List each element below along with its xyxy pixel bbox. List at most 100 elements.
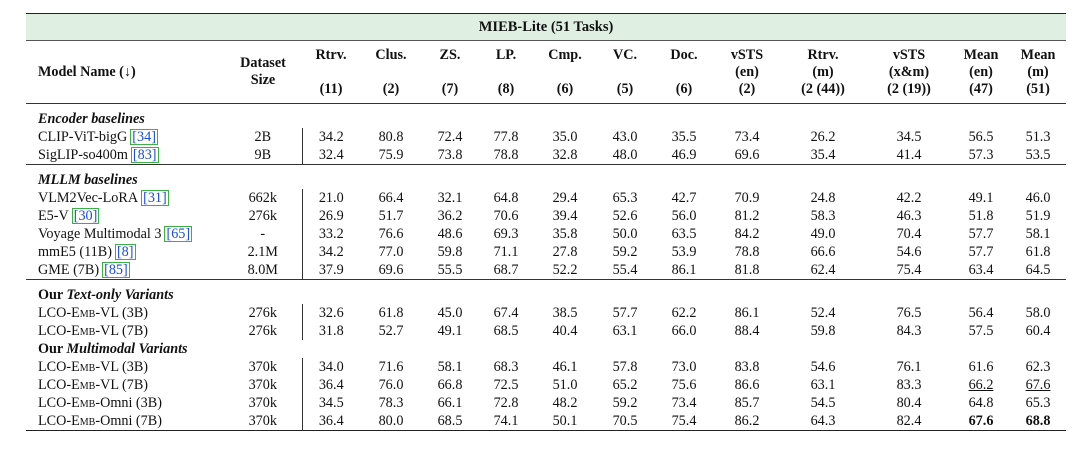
citation-link[interactable]: [85] [102,262,130,278]
score-cell: 68.8 [1025,413,1051,429]
column-header-line: Clus. [375,46,407,63]
score-cell: 81.2 [734,208,760,224]
model-name: LCO-Emb-VL (7B) [38,377,149,393]
score-cell: 66.2 [968,377,994,393]
score-cell: 26.9 [318,208,344,224]
column-header-line: (51) [1026,80,1050,97]
section-title-row: MLLM baselines [26,165,1066,189]
model-name: SigLIP-so400m [83] [38,147,159,163]
column-header-line: Mean [963,46,999,63]
citation-link[interactable]: [8] [114,244,136,260]
dataset-size: 8.0M [224,261,303,280]
score-cell: 66.6 [810,244,836,260]
dataset-size: 370k [224,376,303,394]
citation-link[interactable]: [31] [141,190,169,206]
score-cell: 35.4 [810,147,836,163]
dataset-size: 2B [224,128,303,146]
score-cell: 66.0 [671,323,697,339]
score-cell: 55.4 [612,262,638,278]
score-cell: 52.7 [378,323,404,339]
column-header-line [504,64,508,80]
score-cell: 84.2 [734,226,760,242]
score-cell: 71.1 [493,244,519,260]
column-header-line: vSTS [892,46,926,63]
score-cell: 40.4 [552,323,578,339]
citation-link[interactable]: [65] [164,226,193,242]
score-cell: 32.8 [552,147,578,163]
column-header: Doc. (6) [654,41,714,104]
column-header-line: (2 (44)) [801,80,845,97]
score-cell: 56.4 [968,305,994,321]
score-cell: 73.8 [437,147,463,163]
score-cell: 86.1 [734,305,760,321]
results-table: MIEB-Lite (51 Tasks) Model Name (↓) Datas… [26,13,1067,431]
score-cell: 53.9 [671,244,697,260]
score-cell: 88.4 [734,323,760,339]
score-cell: 84.3 [896,323,922,339]
citation-link[interactable]: [83] [130,147,159,163]
column-header-line: (m) [812,63,834,80]
score-cell: 57.5 [968,323,994,339]
score-cell: 59.2 [612,395,638,411]
score-cell: 54.6 [896,244,922,260]
score-cell: 51.0 [552,377,578,393]
column-header-line [329,64,333,80]
score-cell: 42.7 [671,190,697,206]
score-cell: 67.4 [493,305,519,321]
table-row: LCO-Emb-Omni (7B) 370k 36.4 80.0 68.5 74.1 50.… [26,412,1066,431]
score-cell: 43.0 [612,129,638,145]
score-cell: 59.2 [612,244,638,260]
score-cell: 59.8 [437,244,463,260]
score-cell: 21.0 [318,190,344,206]
score-cell: 70.9 [734,190,760,206]
citation-link[interactable]: [34] [130,129,158,145]
score-cell: 39.4 [552,208,578,224]
score-cell: 78.8 [493,147,519,163]
score-cell: 85.7 [734,395,760,411]
score-cell: 61.8 [378,305,404,321]
model-name: LCO-Emb-Omni (3B) [38,395,162,411]
table-row: VLM2Vec-LoRA [31] 662k 21.0 66.4 32.1 64.8 29.4… [26,189,1066,207]
score-cell: 61.8 [1025,244,1051,260]
table-row: Voyage Multimodal 3 [65] -33.2 76.6 48.6 69.3… [26,225,1066,243]
section-title: Our Multimodal Variants [38,340,188,357]
score-cell: 54.6 [810,359,836,375]
model-name: LCO-Emb-Omni (7B) [38,413,162,429]
results-table-container: MIEB-Lite (51 Tasks) Model Name (↓) Datas… [26,13,1067,431]
score-cell: 62.2 [671,305,697,321]
score-cell: 41.4 [896,147,922,163]
column-header-line [563,64,567,80]
column-header: Clus. (2) [360,41,422,104]
score-cell: 63.5 [671,226,697,242]
score-cell: 34.2 [318,129,344,145]
score-cell: 76.0 [378,377,404,393]
score-cell: 32.4 [318,147,344,163]
score-cell: 72.4 [437,129,463,145]
dataset-size: - [224,225,303,243]
dataset-size: 370k [224,412,303,431]
score-cell: 62.3 [1025,359,1051,375]
score-cell: 63.4 [968,262,994,278]
table-row: LCO-Emb-VL (7B) 276k 31.8 52.7 49.1 68.5 40.4 6… [26,322,1066,340]
score-cell: 65.2 [612,377,638,393]
column-header: Dataset Size [224,41,302,104]
column-header: Model Name (↓) [26,41,224,104]
column-header-line: vSTS [730,46,764,63]
score-cell: 66.8 [437,377,463,393]
column-header-line: (2) [382,80,400,97]
score-cell: 58.0 [1025,305,1051,321]
column-header-line: (6) [675,80,693,97]
model-name: GME (7B) [85] [38,262,130,278]
score-cell: 34.2 [318,244,344,260]
score-cell: 34.0 [318,359,344,375]
score-cell: 35.5 [671,129,697,145]
dataset-size: 276k [224,207,303,225]
score-cell: 54.5 [810,395,836,411]
score-cell: 70.5 [612,413,638,429]
score-cell: 66.4 [378,190,404,206]
score-cell: 51.9 [1025,208,1051,224]
citation-link[interactable]: [30] [71,208,100,224]
column-header: Cmp. (6) [534,41,596,104]
score-cell: 64.8 [968,395,994,411]
column-header-line: (5) [616,80,634,97]
